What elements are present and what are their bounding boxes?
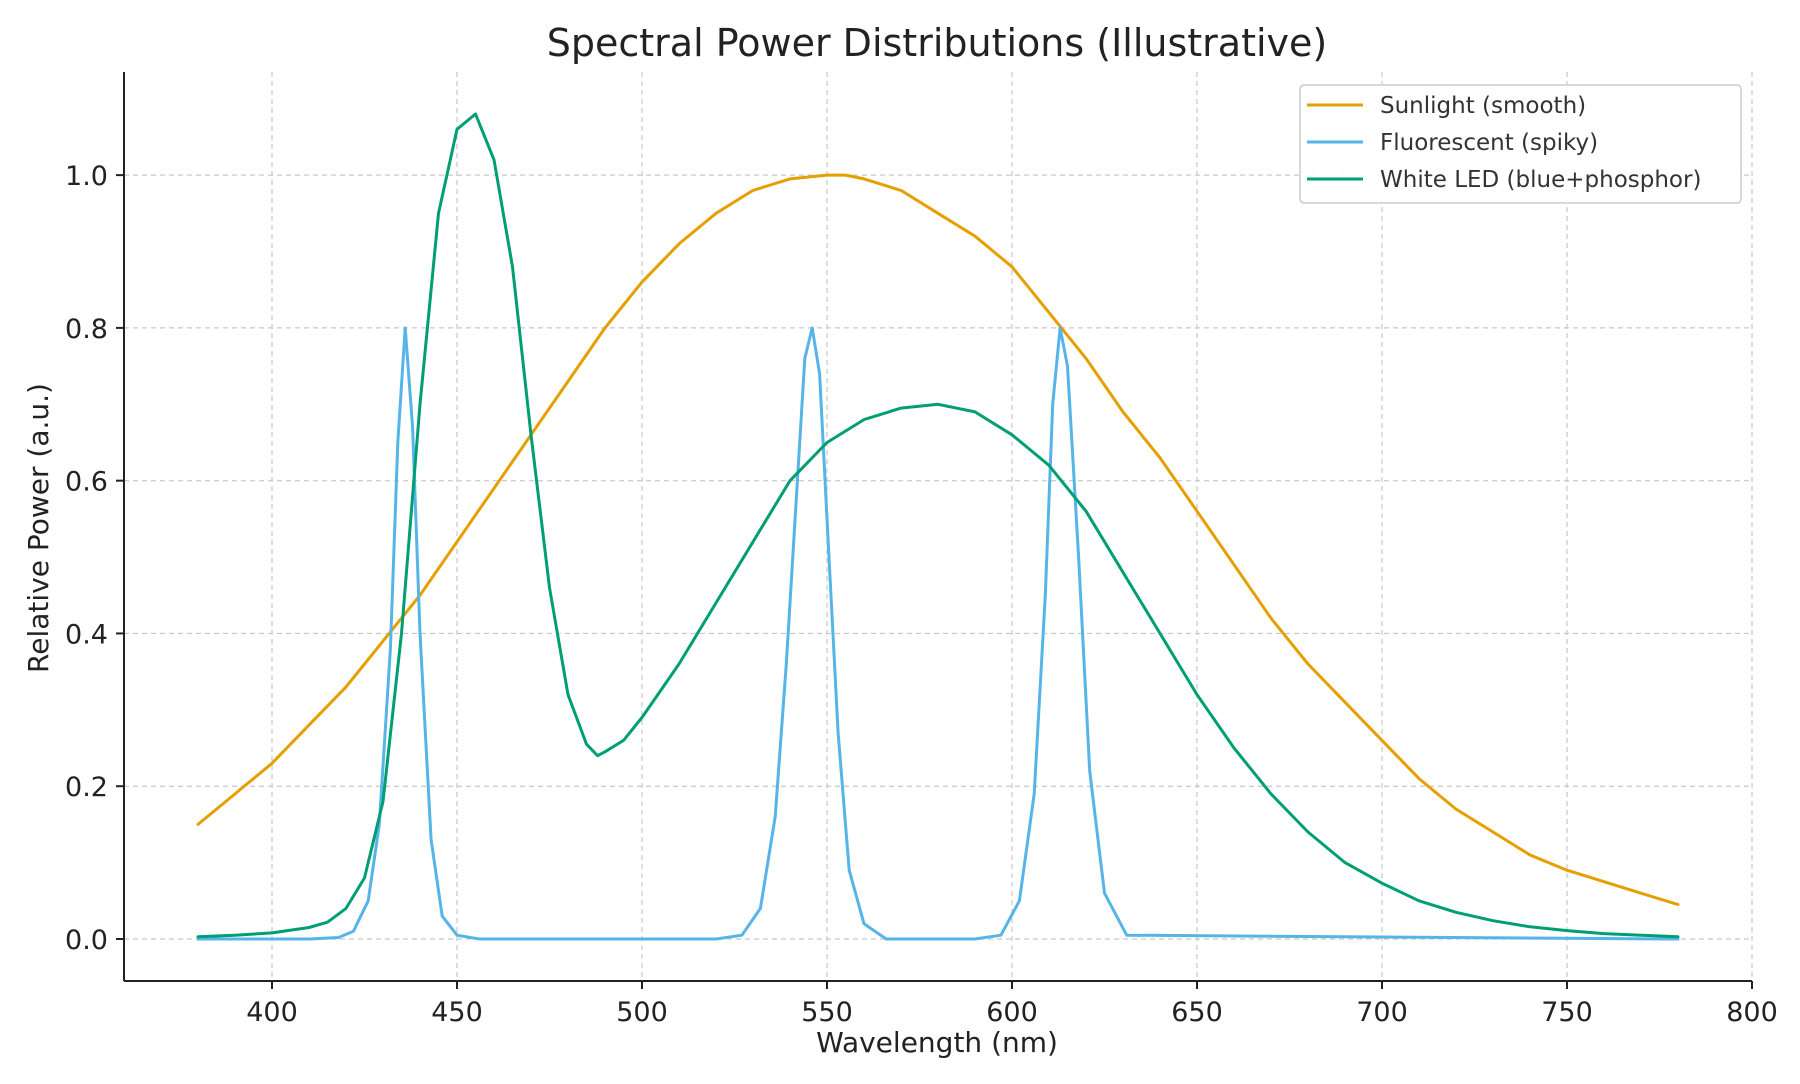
y-tick-label: 1.0 [65, 161, 108, 192]
x-tick-label: 500 [616, 997, 668, 1028]
series-line-1 [196, 173, 1680, 907]
x-tick-label: 600 [986, 997, 1038, 1028]
x-axis-label: Wavelength (nm) [816, 1026, 1058, 1059]
series-line-3 [196, 112, 1680, 939]
legend: Sunlight (smooth) Fluorescent (spiky) Whit… [1299, 84, 1742, 204]
y-tick-label: 0.6 [65, 467, 108, 498]
y-tick-label: 0.4 [65, 619, 108, 650]
y-tick-label: 0.8 [65, 314, 108, 345]
axes [123, 72, 1752, 982]
series-lines [196, 112, 1680, 941]
y-tick-label: 0.2 [65, 772, 108, 803]
y-tick-label: 0.0 [65, 925, 108, 956]
ticks: 400 450 500 550 600 650 700 750 800 0.0 0.2 0.4 0.6 0… [65, 161, 1778, 1028]
x-tick-label: 700 [1356, 997, 1408, 1028]
chart-title: Spectral Power Distributions (Illustrati… [547, 21, 1327, 65]
x-tick-label: 800 [1726, 997, 1778, 1028]
grid [124, 72, 1753, 981]
x-tick-label: 550 [801, 997, 853, 1028]
x-tick-label: 400 [246, 997, 298, 1028]
series-line-2 [196, 326, 1680, 941]
x-tick-label: 750 [1541, 997, 1593, 1028]
x-tick-label: 450 [431, 997, 483, 1028]
y-axis-label: Relative Power (a.u.) [22, 383, 55, 673]
legend-label: White LED (blue+phosphor) [1380, 167, 1701, 193]
legend-label: Sunlight (smooth) [1380, 93, 1586, 119]
x-tick-label: 650 [1171, 997, 1223, 1028]
legend-label: Fluorescent (spiky) [1380, 130, 1598, 156]
legend-box [1299, 84, 1742, 204]
